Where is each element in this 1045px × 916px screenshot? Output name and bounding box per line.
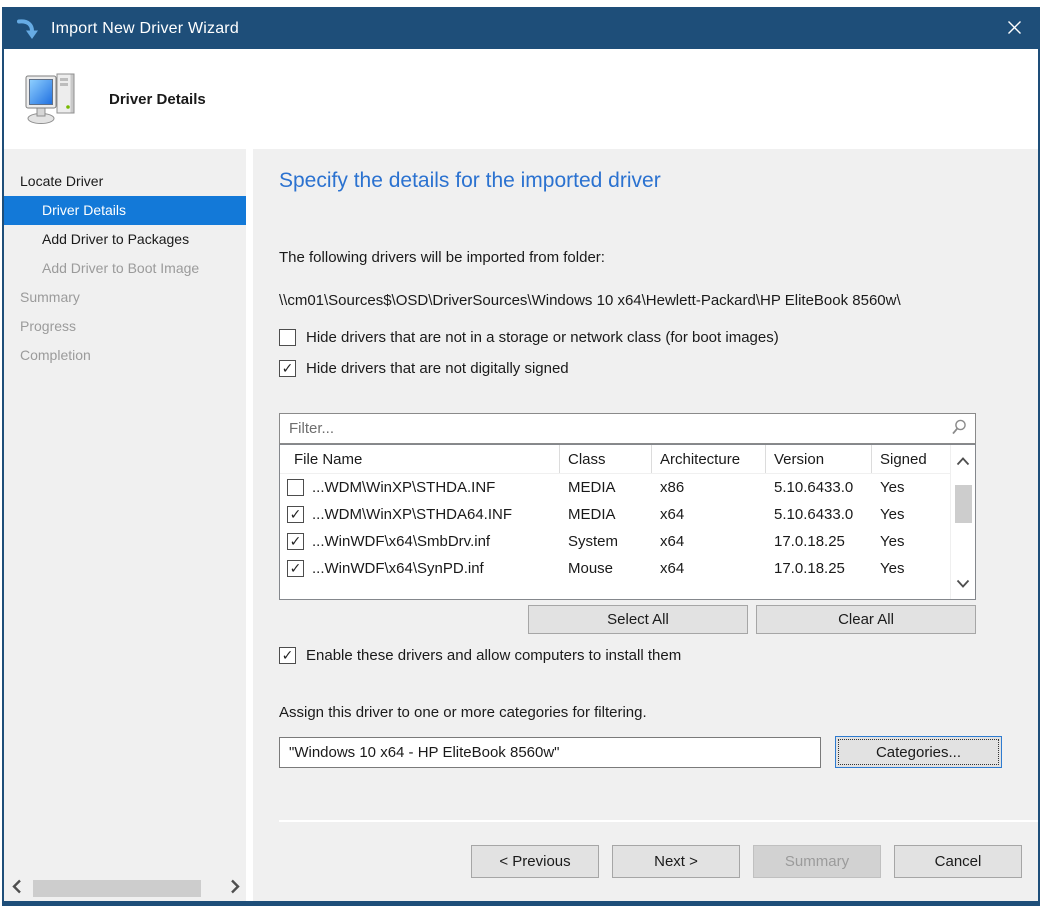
vertical-scrollbar[interactable] xyxy=(950,445,975,599)
cell-version: 17.0.18.25 xyxy=(774,533,845,550)
cell-version: 5.10.6433.0 xyxy=(774,506,854,523)
table-row[interactable]: ✓ ...WDM\WinXP\STHDA.INF MEDIA x86 5.10.… xyxy=(280,474,950,501)
column-header-class[interactable]: Class xyxy=(560,445,652,473)
horizontal-scrollbar-thumb[interactable] xyxy=(33,879,201,897)
sidebar-item-completion: Completion xyxy=(20,347,91,363)
close-button[interactable] xyxy=(990,9,1038,49)
row-checkbox[interactable]: ✓ xyxy=(287,506,304,523)
cell-architecture: x64 xyxy=(660,533,685,550)
cell-signed: Yes xyxy=(880,506,905,523)
cell-signed: Yes xyxy=(880,560,905,577)
cell-file-name: ...WinWDF\x64\SynPD.inf xyxy=(312,560,484,577)
content-area: Locate Driver Driver Details Add Driver … xyxy=(4,149,1038,901)
title-bar: Import New Driver Wizard xyxy=(4,9,1038,49)
checkmark-icon: ✓ xyxy=(289,560,302,576)
scroll-left-icon[interactable] xyxy=(12,879,22,898)
window-title: Import New Driver Wizard xyxy=(51,20,239,37)
column-header-file-name[interactable]: File Name xyxy=(280,445,560,473)
select-all-button[interactable]: Select All xyxy=(528,605,748,634)
hide-unsigned-checkbox[interactable]: ✓ xyxy=(279,360,296,377)
clear-all-button[interactable]: Clear All xyxy=(756,605,976,634)
row-checkbox[interactable]: ✓ xyxy=(287,560,304,577)
column-header-architecture[interactable]: Architecture xyxy=(652,445,766,473)
close-icon xyxy=(1007,20,1022,39)
sidebar-main-divider xyxy=(246,149,253,901)
row-checkbox[interactable]: ✓ xyxy=(287,533,304,550)
row-checkbox[interactable]: ✓ xyxy=(287,479,304,496)
page-heading: Specify the details for the imported dri… xyxy=(279,169,661,192)
filter-box xyxy=(279,413,976,444)
cell-architecture: x86 xyxy=(660,479,685,496)
sidebar-item-add-driver-to-packages[interactable]: Add Driver to Packages xyxy=(42,231,190,247)
scroll-down-icon[interactable] xyxy=(956,575,970,592)
hide-unsigned-label: Hide drivers that are not digitally sign… xyxy=(306,360,569,377)
enable-drivers-checkbox[interactable]: ✓ xyxy=(279,647,296,664)
folder-intro-text: The following drivers will be imported f… xyxy=(279,249,605,266)
sidebar-item-add-driver-to-boot-image: Add Driver to Boot Image xyxy=(42,260,200,276)
hide-storage-class-checkbox[interactable]: ✓ xyxy=(279,329,296,346)
column-header-version[interactable]: Version xyxy=(766,445,872,473)
cell-architecture: x64 xyxy=(660,560,685,577)
cell-version: 17.0.18.25 xyxy=(774,560,845,577)
scroll-up-icon[interactable] xyxy=(956,453,970,470)
wizard-header: Driver Details xyxy=(4,49,1038,149)
table-row[interactable]: ✓ ...WinWDF\x64\SmbDrv.inf System x64 17… xyxy=(280,528,950,555)
checkmark-icon: ✓ xyxy=(289,533,302,549)
cell-class: Mouse xyxy=(568,560,614,577)
scroll-right-icon[interactable] xyxy=(230,879,240,898)
sidebar-item-progress: Progress xyxy=(20,318,77,334)
cell-file-name: ...WDM\WinXP\STHDA64.INF xyxy=(312,506,513,523)
cell-signed: Yes xyxy=(880,533,905,550)
cancel-button[interactable]: Cancel xyxy=(894,845,1022,878)
filter-input[interactable] xyxy=(289,414,950,443)
table-row[interactable]: ✓ ...WDM\WinXP\STHDA64.INF MEDIA x64 5.1… xyxy=(280,501,950,528)
category-field[interactable] xyxy=(279,736,821,768)
sidebar-item-locate-driver[interactable]: Locate Driver xyxy=(20,173,104,189)
wizard-footer: < Previous Next > Summary Cancel xyxy=(279,820,1038,901)
next-button[interactable]: Next > xyxy=(612,845,740,878)
hide-storage-class-label: Hide drivers that are not in a storage o… xyxy=(306,329,779,346)
previous-button[interactable]: < Previous xyxy=(471,845,599,878)
hide-unsigned-row[interactable]: ✓ Hide drivers that are not digitally si… xyxy=(279,360,1038,377)
cell-version: 5.10.6433.0 xyxy=(774,479,854,496)
cell-architecture: x64 xyxy=(660,506,685,523)
hide-storage-class-row[interactable]: ✓ Hide drivers that are not in a storage… xyxy=(279,329,1038,346)
enable-drivers-label: Enable these drivers and allow computers… xyxy=(306,647,682,664)
summary-button: Summary xyxy=(753,845,881,878)
vertical-scrollbar-thumb[interactable] xyxy=(954,485,972,523)
cell-signed: Yes xyxy=(880,479,905,496)
categories-button[interactable]: Categories... xyxy=(835,736,1002,768)
sidebar-horizontal-scrollbar[interactable] xyxy=(4,877,246,901)
folder-path-text: \\cm01\Sources$\OSD\DriverSources\Window… xyxy=(279,292,901,309)
enable-drivers-row[interactable]: ✓ Enable these drivers and allow compute… xyxy=(279,647,1038,664)
selection-buttons: Select All Clear All xyxy=(279,605,976,634)
driver-list: File Name Class Architecture Version Sig… xyxy=(279,444,976,600)
computer-icon xyxy=(24,72,82,126)
import-arrow-icon xyxy=(17,18,40,41)
column-header-signed[interactable]: Signed xyxy=(880,450,927,468)
cell-class: System xyxy=(568,533,619,550)
wizard-window: Import New Driver Wizard xyxy=(2,7,1040,906)
sidebar-item-driver-details[interactable]: Driver Details xyxy=(4,196,246,225)
assign-categories-text: Assign this driver to one or more catego… xyxy=(279,704,647,721)
cell-class: MEDIA xyxy=(568,506,616,523)
cell-file-name: ...WinWDF\x64\SmbDrv.inf xyxy=(312,533,491,550)
checkmark-icon: ✓ xyxy=(281,647,294,663)
cell-file-name: ...WDM\WinXP\STHDA.INF xyxy=(312,479,496,496)
sidebar-item-summary: Summary xyxy=(20,289,80,305)
checkmark-icon: ✓ xyxy=(289,506,302,522)
checkmark-icon: ✓ xyxy=(281,360,294,376)
cell-class: MEDIA xyxy=(568,479,616,496)
category-row: Categories... xyxy=(279,736,1038,768)
search-icon xyxy=(950,418,968,440)
page-title: Driver Details xyxy=(109,90,206,108)
table-row[interactable]: ✓ ...WinWDF\x64\SynPD.inf Mouse x64 17.0… xyxy=(280,555,950,582)
driver-list-header: File Name Class Architecture Version Sig… xyxy=(280,445,950,474)
main-panel: Specify the details for the imported dri… xyxy=(253,149,1038,901)
wizard-steps-sidebar: Locate Driver Driver Details Add Driver … xyxy=(4,149,246,901)
